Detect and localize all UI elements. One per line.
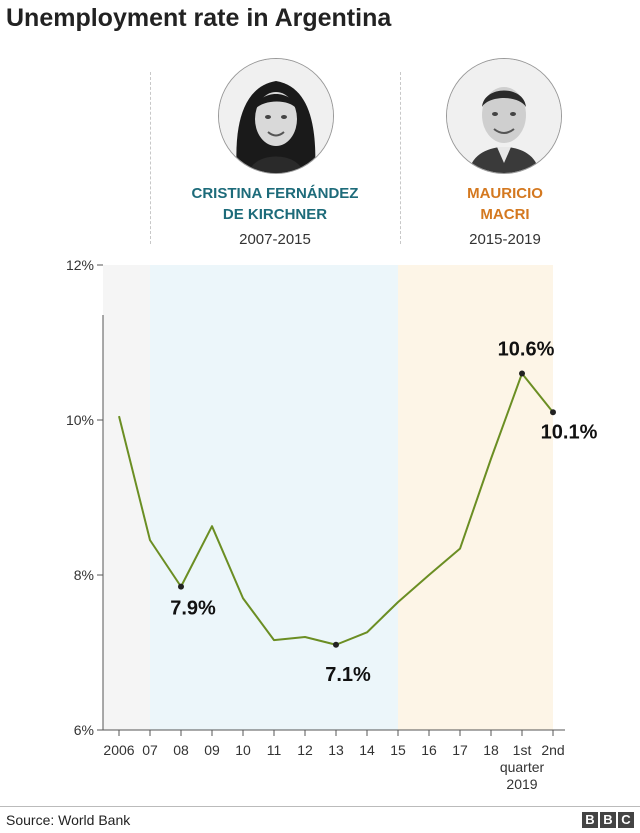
x-tick-label-5: 11 bbox=[267, 742, 282, 758]
data-label-3: 10.1% bbox=[541, 421, 598, 443]
x-tick-label-8: 14 bbox=[359, 742, 375, 758]
source-note: Source: World Bank bbox=[6, 812, 131, 828]
x-tick-label-3: 09 bbox=[204, 742, 220, 758]
x-tick-label-10: 16 bbox=[421, 742, 437, 758]
footer-divider bbox=[0, 806, 640, 807]
x-tick-label-0: 2006 bbox=[103, 742, 134, 758]
data-label-0: 7.9% bbox=[170, 598, 216, 620]
macri-portrait bbox=[446, 58, 562, 174]
period-band-2 bbox=[398, 265, 553, 730]
data-point-2 bbox=[519, 370, 525, 377]
period-band-0 bbox=[103, 265, 150, 730]
data-label-2: 10.6% bbox=[498, 339, 555, 361]
macri-name: MAURICIO MACRI bbox=[410, 183, 600, 225]
bbc-logo-b2: B bbox=[600, 812, 616, 828]
x-tick-label-1: 07 bbox=[142, 742, 158, 758]
y-tick-label-0: 6% bbox=[74, 722, 94, 738]
x-tick-label-2: 08 bbox=[173, 742, 189, 758]
line-chart: 6% 8% 10% 12% 2006 07 08 09 10 11 12 13 14 15 16 17 18 1s… bbox=[66, 257, 598, 792]
x-tick-label-9: 15 bbox=[390, 742, 406, 758]
bbc-logo-b1: B bbox=[582, 812, 598, 828]
period-band-1 bbox=[150, 265, 398, 730]
chart-title: Unemployment rate in Argentina bbox=[6, 4, 392, 32]
period-divider-left bbox=[150, 72, 151, 244]
data-point-3 bbox=[550, 409, 556, 416]
bbc-logo: B B C bbox=[582, 812, 634, 828]
x-tick-label-6: 12 bbox=[297, 742, 313, 758]
x-tick-label-11: 17 bbox=[452, 742, 468, 758]
period-divider-right bbox=[400, 72, 401, 244]
kirchner-portrait bbox=[218, 58, 334, 174]
bbc-logo-c: C bbox=[618, 812, 634, 828]
x-tick-label-13: 1st quarter 2019 bbox=[500, 742, 545, 792]
y-tick-label-1: 8% bbox=[74, 567, 94, 583]
data-point-0 bbox=[178, 583, 184, 590]
kirchner-name-line1: CRISTINA FERNÁNDEZ bbox=[191, 185, 359, 202]
kirchner-years: 2007-2015 bbox=[239, 231, 311, 248]
y-tick-label-3: 12% bbox=[66, 257, 94, 273]
macri-name-line2: MACRI bbox=[480, 206, 530, 223]
macri-years: 2015-2019 bbox=[469, 231, 541, 248]
x-tick-label-12: 18 bbox=[483, 742, 499, 758]
x-tick-label-14: 2nd bbox=[541, 742, 564, 758]
macri-name-line1: MAURICIO bbox=[467, 185, 543, 202]
kirchner-name: CRISTINA FERNÁNDEZ DE KIRCHNER bbox=[160, 183, 390, 225]
y-tick-label-2: 10% bbox=[66, 412, 94, 428]
x-tick-label-7: 13 bbox=[328, 742, 344, 758]
data-label-1: 7.1% bbox=[325, 664, 371, 686]
x-tick-label-4: 10 bbox=[235, 742, 251, 758]
kirchner-name-line2: DE KIRCHNER bbox=[222, 206, 328, 223]
data-point-1 bbox=[333, 641, 339, 648]
